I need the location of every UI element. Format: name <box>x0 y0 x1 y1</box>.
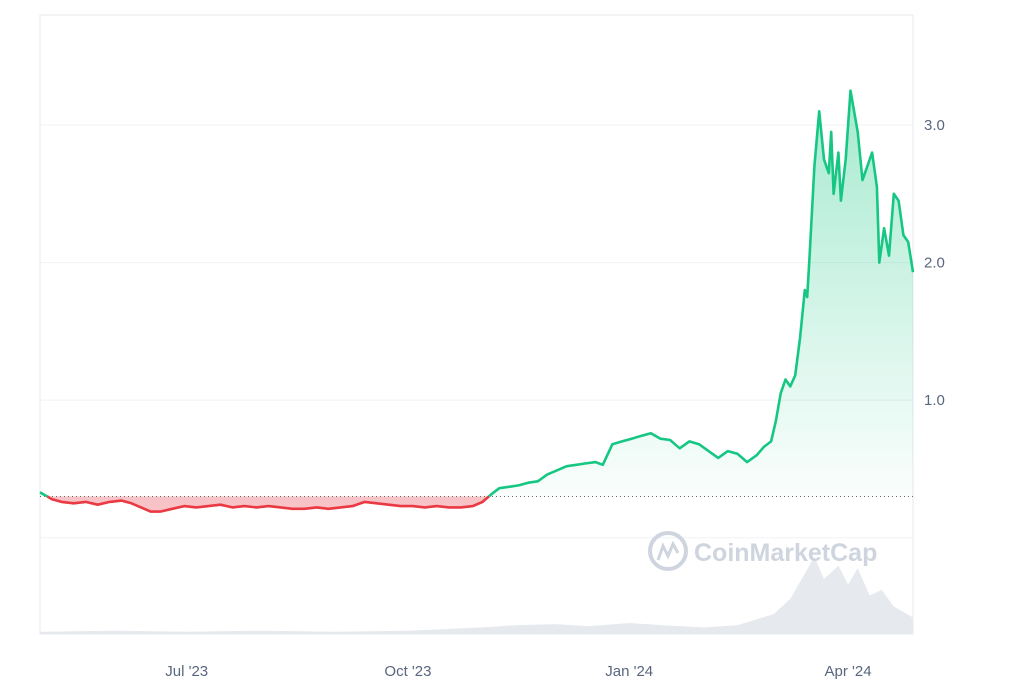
x-tick-label: Apr '24 <box>825 663 872 680</box>
watermark-text: CoinMarketCap <box>694 539 877 567</box>
watermark-icon <box>648 531 688 571</box>
price-areas <box>40 90 913 512</box>
y-tick-label: 3.0 <box>924 117 945 134</box>
price-area-above-baseline <box>488 90 913 497</box>
price-lines[interactable] <box>39 89 915 513</box>
x-tick-label: Jan '24 <box>605 663 653 680</box>
price-line-above-baseline[interactable] <box>488 89 915 498</box>
price-area-below-baseline <box>47 496 489 512</box>
y-tick-label: 2.0 <box>924 255 945 272</box>
volume-area <box>40 557 913 634</box>
watermark-icon-wave <box>656 540 680 561</box>
y-axis-ticks: 3.0 2.0 1.0 <box>924 117 945 409</box>
price-area-above-baseline <box>40 492 48 497</box>
x-tick-label: Oct '23 <box>384 663 431 680</box>
x-axis-ticks: Jul '23 Oct '23 Jan '24 Apr '24 <box>165 663 871 680</box>
price-line-above-baseline[interactable] <box>39 491 48 498</box>
grid-lines <box>40 124 913 539</box>
y-tick-label: 1.0 <box>924 392 945 409</box>
price-line-below-baseline[interactable] <box>46 495 490 513</box>
volume-bars <box>40 557 913 634</box>
x-tick-label: Jul '23 <box>165 663 208 680</box>
watermark-logo: CoinMarketCap <box>648 531 877 571</box>
